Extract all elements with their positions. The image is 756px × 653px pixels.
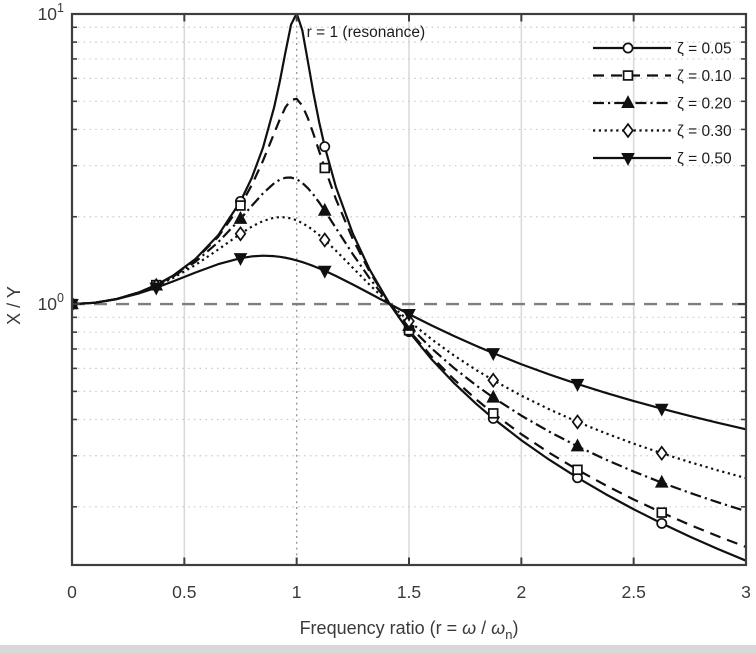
legend-label: ζ = 0.30	[677, 123, 732, 140]
marker-zeta-0.20	[570, 438, 585, 452]
marker-zeta-0.10	[572, 464, 583, 476]
marker-zeta-0.10	[656, 507, 667, 518]
legend-label: ζ = 0.20	[677, 96, 732, 113]
x-tick-label: 0.5	[172, 582, 196, 602]
y-tick-label: 101	[38, 1, 64, 24]
marker-zeta-0.10	[488, 408, 499, 419]
marker-zeta-0.50	[317, 265, 332, 279]
marker-zeta-0.10	[235, 200, 246, 211]
legend-label: ζ = 0.10	[677, 68, 732, 85]
marker-zeta-0.05	[656, 517, 668, 529]
curve-zeta-0.30	[71, 216, 747, 480]
legend-item-zeta-0.05: ζ = 0.05	[593, 41, 732, 58]
marker-zeta-0.50	[233, 253, 248, 266]
x-tick-label: 1	[292, 582, 302, 602]
marker-zeta-0.30	[571, 414, 584, 430]
marker-zeta-0.50	[402, 309, 416, 322]
marker-zeta-0.05	[319, 141, 331, 153]
marker-zeta-0.30	[655, 445, 668, 462]
legend-item-zeta-0.10: ζ = 0.10	[593, 68, 732, 85]
tick-marks	[72, 13, 746, 565]
y-axis-label: X / Y	[4, 286, 24, 325]
marker-zeta-0.50	[149, 282, 164, 296]
x-axis-label: Frequency ratio (r = ω / ωn)	[300, 618, 519, 642]
legend-marker-triangle-down-icon	[621, 152, 635, 166]
x-tick-label: 1.5	[397, 582, 421, 602]
markers-zeta-0.50	[71, 253, 669, 417]
marker-zeta-0.10	[319, 162, 331, 174]
curve-zeta-0.20	[71, 176, 747, 513]
marker-zeta-0.50	[486, 348, 501, 361]
legend-item-zeta-0.20: ζ = 0.20	[593, 95, 732, 113]
x-tick-label: 2.5	[622, 582, 646, 602]
marker-zeta-0.50	[654, 403, 669, 417]
legend-label: ζ = 0.50	[677, 151, 732, 168]
curve-zeta-0.10	[71, 97, 747, 548]
marker-zeta-0.30	[234, 225, 247, 242]
legend-label: ζ = 0.05	[677, 41, 732, 58]
legend-marker-circle-icon	[622, 42, 634, 54]
marker-zeta-0.30	[318, 232, 331, 248]
legend-marker-triangle-up-icon	[621, 95, 635, 109]
curves-group	[71, 13, 747, 562]
legend: ζ = 0.05 ζ = 0.10 ζ = 0.20 ζ = 0.30 ζ = 0.50	[593, 41, 732, 168]
marker-zeta-0.20	[233, 210, 248, 224]
marker-zeta-0.30	[487, 372, 500, 389]
marker-zeta-0.20	[486, 389, 501, 403]
legend-marker-square-icon	[622, 70, 634, 81]
marker-zeta-0.20	[654, 474, 669, 488]
y-tick-label: 100	[38, 291, 64, 314]
legend-item-zeta-0.30: ζ = 0.30	[593, 122, 732, 140]
marker-zeta-0.50	[570, 378, 585, 392]
bottom-window-strip	[0, 645, 756, 653]
x-tick-label: 2	[516, 582, 526, 602]
x-tick-label: 3	[741, 582, 751, 602]
legend-item-zeta-0.50: ζ = 0.50	[593, 151, 732, 168]
curve-zeta-0.50	[71, 254, 747, 431]
legend-marker-diamond-icon	[622, 122, 634, 139]
resonance-annotation: r = 1 (resonance)	[307, 24, 425, 41]
marker-zeta-0.20	[317, 202, 332, 216]
x-tick-label: 0	[67, 582, 77, 602]
